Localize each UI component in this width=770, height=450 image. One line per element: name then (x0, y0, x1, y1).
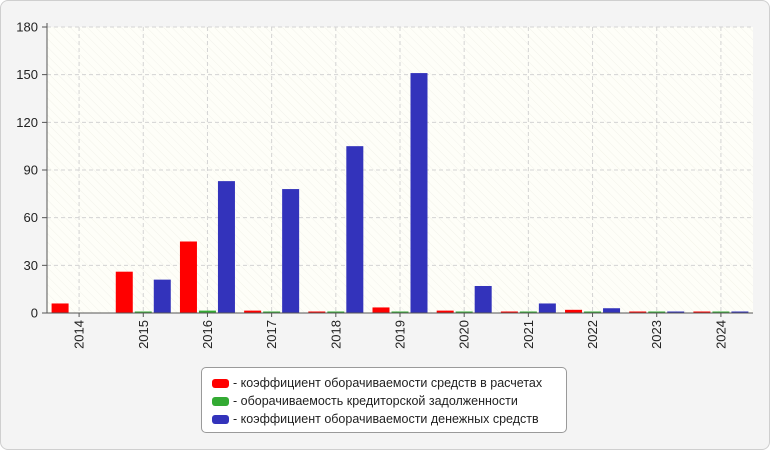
bar-2023-series-3 (667, 311, 685, 313)
axes: 0 30 60 90 120 150 180 2014 2015 2016 2017 2018 2019… (16, 20, 753, 349)
bar-2018-series-1 (308, 311, 326, 313)
legend-item-cash: - коэффициент оборачиваемости денежных с… (212, 410, 566, 428)
bar-2017-series-2 (263, 311, 281, 313)
bar-2022-series-1 (565, 309, 583, 313)
bar-2022-series-3 (603, 308, 621, 313)
bar-2020-series-1 (436, 310, 454, 313)
grid (47, 26, 753, 313)
bar-2015-series-2 (134, 311, 152, 313)
y-tick-label: 180 (16, 20, 38, 35)
bar-2023-series-2 (648, 311, 666, 313)
bar-2019-series-3 (410, 73, 428, 313)
x-tick-label: 2022 (585, 320, 600, 349)
bar-2019-series-1 (372, 307, 390, 313)
bar-2019-series-2 (391, 311, 409, 313)
y-tick-label: 150 (16, 67, 38, 82)
legend-label: - коэффициент оборачиваемости денежных с… (233, 412, 539, 426)
bar-2022-series-2 (584, 311, 602, 313)
legend-label: - оборачиваемость кредиторской задолженн… (233, 394, 518, 408)
bar-2016-series-1 (179, 241, 197, 313)
x-tick-label: 2016 (200, 320, 215, 349)
bar-2018-series-2 (327, 311, 345, 313)
x-tick-label: 2020 (457, 320, 472, 349)
x-tick-label: 2024 (713, 320, 728, 349)
y-tick-label: 60 (24, 210, 38, 225)
bar-2024-series-2 (712, 311, 730, 313)
legend-item-receivables: - коэффициент оборачиваемости средств в … (212, 374, 566, 392)
bar-2016-series-2 (198, 310, 216, 313)
y-tick-label: 90 (24, 163, 38, 178)
y-tick-label: 120 (16, 115, 38, 130)
legend-label: - коэффициент оборачиваемости средств в … (233, 376, 543, 390)
legend-item-payables: - оборачиваемость кредиторской задолженн… (212, 392, 566, 410)
x-tick-label: 2014 (72, 320, 87, 349)
legend: - коэффициент оборачиваемости средств в … (201, 367, 567, 433)
bar-2021-series-1 (500, 311, 518, 313)
legend-swatch-red (212, 378, 229, 388)
legend-swatch-blue (212, 414, 229, 424)
bar-2015-series-1 (115, 271, 133, 313)
bar-2014-series-1 (51, 303, 69, 313)
bar-2021-series-3 (538, 303, 556, 313)
x-tick-label: 2023 (649, 320, 664, 349)
y-tick-label: 30 (24, 258, 38, 273)
bar-2018-series-3 (346, 146, 364, 313)
bar-2017-series-1 (244, 310, 262, 313)
x-tick-label: 2018 (328, 320, 343, 349)
bar-2020-series-2 (455, 311, 473, 313)
bar-2024-series-3 (731, 311, 749, 313)
bar-2016-series-3 (217, 181, 235, 313)
bar-2023-series-1 (629, 311, 647, 313)
x-tick-label: 2017 (264, 320, 279, 349)
bar-2017-series-3 (282, 189, 300, 313)
bar-2024-series-1 (693, 311, 711, 313)
x-tick-label: 2021 (521, 320, 536, 349)
x-tick-label: 2019 (393, 320, 408, 349)
bar-2020-series-3 (474, 285, 492, 313)
x-tick-label: 2015 (136, 320, 151, 349)
bar-2021-series-2 (519, 311, 537, 313)
y-tick-label: 0 (31, 306, 38, 321)
bars (51, 73, 749, 313)
legend-swatch-green (212, 396, 229, 406)
bar-2015-series-3 (153, 279, 171, 313)
